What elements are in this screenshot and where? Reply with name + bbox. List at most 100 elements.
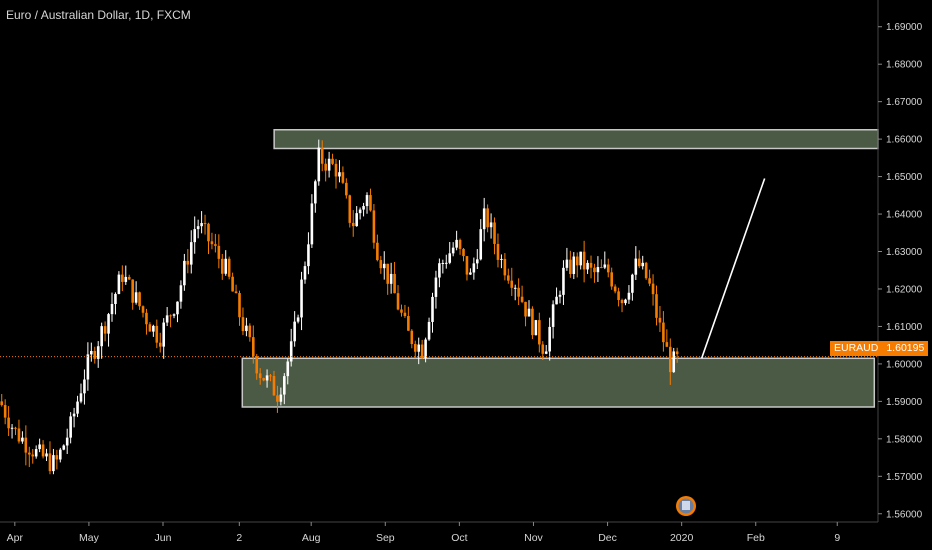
candle-body: [662, 322, 665, 343]
candle-body: [341, 172, 345, 183]
candle-body: [531, 308, 534, 336]
candle-body: [220, 258, 224, 274]
candle-body: [634, 258, 638, 275]
candle-body: [258, 373, 262, 379]
time-tick-label: Feb: [747, 532, 765, 544]
zones-layer: [241, 129, 879, 408]
candle-body: [183, 260, 186, 286]
price-tag-value: 1.60195: [886, 342, 925, 354]
support-zone[interactable]: [241, 357, 876, 408]
price-tick-label: 1.56000: [886, 509, 923, 520]
time-tick-label: Oct: [451, 532, 467, 544]
candle-body: [86, 354, 90, 380]
price-tag-symbol: EURAUD: [834, 342, 879, 354]
time-tick-label: Aug: [302, 532, 321, 544]
candle-body: [448, 253, 452, 263]
candle-body: [69, 416, 72, 438]
candle-body: [410, 330, 414, 345]
candle-body: [224, 258, 228, 274]
candle-body: [655, 294, 658, 318]
candle-body: [589, 262, 593, 268]
time-tick-label: 2: [236, 532, 242, 544]
candle-body: [217, 245, 221, 259]
candle-body: [620, 300, 624, 304]
candle-body: [83, 379, 86, 394]
price-tick-label: 1.67000: [886, 97, 923, 108]
candle-body: [265, 375, 269, 381]
candle-body: [131, 279, 134, 303]
candle-body: [382, 263, 386, 269]
events-icon[interactable]: [676, 496, 696, 516]
price-axis[interactable]: 1.69000 1.68000 1.67000 1.66000 1.65000 1.640…: [877, 0, 923, 522]
candle-body: [314, 181, 317, 204]
candle-body: [458, 239, 462, 249]
candle-body: [272, 375, 276, 396]
candle-body: [227, 258, 231, 277]
candle-body: [386, 263, 389, 284]
resistance-zone[interactable]: [273, 129, 879, 150]
candle-body: [586, 262, 589, 270]
candle-body: [52, 455, 55, 472]
candle-body: [455, 239, 458, 248]
candle-body: [627, 292, 631, 300]
projection-trend-line[interactable]: [700, 178, 766, 359]
candle-body: [348, 195, 352, 223]
chart-title: Euro / Australian Dollar, 1D, FXCM: [6, 8, 191, 22]
candle-body: [0, 401, 4, 406]
candle-body: [579, 251, 582, 266]
candle-body: [241, 317, 245, 332]
candle-body: [637, 258, 641, 267]
candle-body: [613, 286, 617, 292]
candle-body: [327, 158, 331, 171]
candle-body: [551, 304, 555, 327]
candle-body: [245, 325, 248, 332]
candle-body: [475, 259, 479, 264]
candle-body: [3, 405, 7, 418]
candle-body: [145, 312, 148, 325]
candle-body: [493, 222, 496, 244]
price-tick-label: 1.66000: [886, 135, 923, 146]
candle-body: [451, 247, 455, 254]
candle-body: [27, 452, 31, 455]
candle-body: [21, 437, 24, 442]
candle-body: [617, 291, 620, 301]
candle-body: [482, 208, 486, 230]
candle-body: [658, 317, 662, 323]
candle-body: [541, 344, 545, 354]
candle-body: [600, 267, 603, 269]
candle-body: [155, 325, 159, 343]
candle-body: [203, 223, 207, 225]
time-tick-label: Nov: [524, 532, 543, 544]
candle-body: [193, 229, 197, 243]
candle-body: [565, 259, 569, 268]
candle-body: [413, 344, 417, 352]
candle-body: [114, 293, 117, 305]
candle-body: [289, 341, 293, 362]
price-tick-label: 1.64000: [886, 210, 923, 221]
candle-body: [434, 277, 438, 297]
candle-body: [17, 428, 21, 442]
candle-body: [358, 209, 362, 214]
candle-body: [14, 427, 17, 429]
candle-body: [110, 304, 114, 315]
candle-body: [527, 308, 531, 317]
candle-body: [10, 427, 14, 429]
candle-body: [572, 256, 576, 274]
candle-body: [524, 301, 527, 317]
time-tick-label: Sep: [376, 532, 395, 544]
candle-body: [251, 337, 255, 357]
candle-body: [152, 325, 155, 332]
candle-body: [396, 293, 400, 310]
candle-body: [331, 158, 334, 164]
candle-body: [668, 346, 672, 373]
candle-body: [31, 454, 35, 457]
candle-body: [127, 276, 131, 280]
candle-body: [496, 243, 500, 260]
candle-body: [472, 263, 476, 273]
price-tick-label: 1.61000: [886, 322, 923, 333]
time-tick-label: Apr: [7, 532, 24, 544]
candle-body: [510, 280, 514, 288]
time-axis[interactable]: Apr May Jun 2 Aug Sep Oct Nov Dec 2020 Feb 9: [0, 521, 878, 544]
candle-body: [593, 267, 596, 273]
